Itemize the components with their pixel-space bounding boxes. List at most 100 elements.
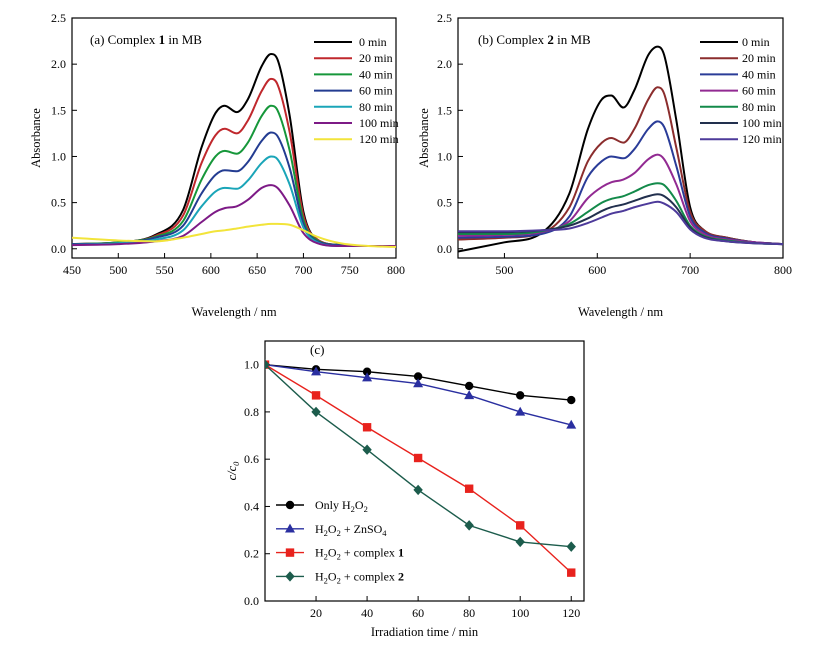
- legend-label: Only H2​O2​: [315, 498, 368, 514]
- y-axis-label: Absorbance: [417, 108, 431, 168]
- series-line-2: [72, 104, 396, 248]
- legend: 0 min 20 min 40 min 60 min 80 min 100 min 120 …: [700, 35, 782, 146]
- data-point: [464, 390, 475, 400]
- x-axis-label: Irradiation time / min: [371, 625, 479, 639]
- data-point: [265, 359, 270, 370]
- legend-label: 20 min: [359, 51, 393, 65]
- series-line-6: [458, 200, 783, 246]
- series-line-5: [72, 184, 396, 248]
- legend-label: 120 min: [742, 132, 782, 146]
- legend-label: 100 min: [359, 116, 399, 130]
- x-tick-label: 60: [412, 606, 424, 620]
- legend-label: H2​O2​ + complex 2: [315, 569, 404, 585]
- y-tick-label: 0.0: [437, 242, 452, 256]
- legend-label: H2​O2​ + ZnSO4​: [315, 522, 387, 538]
- x-tick-label: 20: [310, 606, 322, 620]
- data-point: [362, 423, 372, 432]
- x-tick-label: 80: [463, 606, 475, 620]
- x-tick-label: 600: [588, 263, 606, 277]
- chart-panel-b: 500 600 700 800 0.0 0.5 1.0 1.5 2.0 2.5 Wavelength…: [417, 11, 792, 319]
- chart-panel-c: 20 40 60 80 100 120 0.0 0.2 0.4 0.6 0.8 1.0 Irradiat…: [225, 340, 585, 639]
- legend-label: 100 min: [742, 116, 782, 130]
- panel-title: (b) Complex 2 in MB: [478, 32, 591, 47]
- data-point: [362, 444, 372, 455]
- data-point: [567, 568, 576, 577]
- x-tick-label: 500: [495, 263, 513, 277]
- panel-title: (c): [310, 342, 324, 357]
- x-axis-label: Wavelength / nm: [578, 305, 663, 319]
- x-tick-label: 700: [681, 263, 699, 277]
- y-tick-label: 2.5: [51, 11, 66, 25]
- series-line-2: [458, 120, 783, 246]
- data-point: [515, 536, 525, 548]
- y-axis-label: Absorbance: [29, 108, 43, 168]
- legend-label: 60 min: [359, 84, 393, 98]
- legend-label: 40 min: [359, 67, 393, 81]
- y-tick-label: 0.8: [244, 405, 259, 419]
- y-tick-label: 0.5: [51, 196, 66, 210]
- data-point: [515, 406, 526, 416]
- y-tick-label: 1.5: [437, 103, 452, 117]
- data-point: [362, 372, 373, 382]
- legend-marker: [285, 571, 295, 582]
- x-tick-label: 800: [387, 263, 405, 277]
- data-point: [362, 367, 372, 376]
- x-tick-label: 750: [341, 263, 359, 277]
- x-tick-label: 700: [294, 263, 312, 277]
- legend-label: 80 min: [359, 100, 393, 114]
- series-line-0: [458, 45, 783, 253]
- legend-label: 60 min: [742, 84, 776, 98]
- legend-marker: [285, 500, 295, 510]
- x-tick-label: 550: [156, 263, 174, 277]
- plot-frame: [71, 17, 397, 259]
- series-line-0: [72, 52, 396, 248]
- y-tick-label: 0.4: [244, 499, 259, 513]
- y-axis-label: c/c0: [225, 461, 241, 481]
- y-tick-label: 0.2: [244, 547, 259, 561]
- data-point: [311, 391, 321, 400]
- legend-label: 80 min: [742, 100, 776, 114]
- data-point: [516, 391, 525, 400]
- data-point: [464, 381, 474, 391]
- panel-title: (a) Complex 1 in MB: [90, 32, 202, 47]
- y-tick-label: 2.0: [437, 57, 452, 71]
- data-point: [413, 484, 423, 496]
- data-point: [464, 520, 474, 531]
- legend-label: 120 min: [359, 132, 399, 146]
- series-group: [72, 52, 396, 248]
- data-point: [566, 541, 576, 552]
- plot-frame: [264, 340, 585, 602]
- y-tick-label: 0.6: [244, 452, 259, 466]
- legend-label: H2​O2​ + complex 1: [315, 546, 404, 562]
- series-line-1: [458, 86, 783, 246]
- y-tick-label: 0.0: [244, 594, 259, 608]
- y-tick-label: 1.0: [437, 149, 452, 163]
- x-tick-label: 120: [562, 606, 580, 620]
- data-point: [567, 395, 576, 405]
- series-line-1: [72, 77, 396, 248]
- chart-panel-a: 450 500 550 600 650 700 750 800 0.0 0.5 1.0 1.5 2.0 2…: [29, 11, 405, 319]
- series-group: [265, 359, 577, 577]
- x-tick-label: 800: [774, 263, 792, 277]
- data-point: [413, 453, 423, 463]
- y-tick-label: 0.5: [437, 196, 452, 210]
- data-point: [516, 521, 525, 530]
- y-tick-label: 1.0: [51, 149, 66, 163]
- x-tick-label: 100: [511, 606, 529, 620]
- x-tick-label: 450: [63, 263, 81, 277]
- legend: Only H2​O2​ H2​O2​ + ZnSO4​ H2​O2​ + compl…: [276, 498, 404, 585]
- data-point: [464, 484, 474, 493]
- series-line-3: [458, 153, 783, 246]
- y-tick-label: 1.0: [244, 358, 259, 372]
- legend-marker: [285, 523, 295, 533]
- data-point: [311, 366, 322, 376]
- data-point: [566, 419, 577, 429]
- y-tick-label: 2.5: [437, 11, 452, 25]
- y-tick-label: 2.0: [51, 57, 66, 71]
- legend-label: 0 min: [359, 35, 387, 49]
- legend: 0 min 20 min 40 min 60 min 80 min 100 min 120 …: [314, 35, 399, 146]
- series-line-6: [72, 222, 396, 248]
- legend-label: 0 min: [742, 35, 770, 49]
- y-tick-label: 1.5: [51, 103, 66, 117]
- data-point: [413, 372, 423, 381]
